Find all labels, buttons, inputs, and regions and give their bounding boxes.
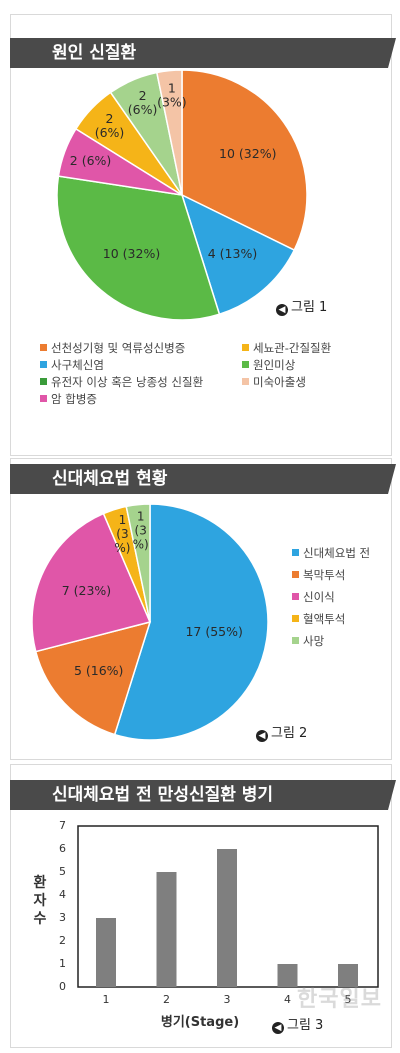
y-tick-label: 6 [59, 842, 66, 855]
chart1-slice-label-3: 2 (6%) [70, 153, 112, 168]
chart2-slice-label-0: 17 (55%) [185, 623, 242, 638]
legend-swatch [40, 378, 47, 385]
y-tick-label: 1 [59, 957, 66, 970]
chart1-slice-label-1: 4 (13%) [208, 245, 257, 260]
bar [217, 849, 237, 987]
bar [156, 872, 177, 987]
section-title-stage: 신대체요법 전 만성신질환 병기 [10, 780, 396, 810]
legend-item: 선천성기형 및 역류성신병증 [40, 341, 185, 355]
y-tick-label: 4 [59, 888, 66, 901]
chart1-slice-2 [56, 175, 221, 321]
chart2-slice-label-2: 7 (23%) [62, 582, 111, 597]
legend-swatch [242, 344, 249, 351]
arrow-left-icon: ◀ [272, 1022, 284, 1034]
x-tick-label: 5 [345, 993, 352, 1006]
chart2-slice-2 [31, 512, 152, 653]
legend-label: 암 합병증 [51, 392, 97, 406]
legend-label: 혈액투석 [303, 612, 346, 626]
chart1-slice-label-6: 1 (3%) [157, 80, 187, 109]
chart1-slice-label-0: 10 (32%) [219, 146, 276, 161]
chart1-slice-0 [181, 70, 308, 252]
bar-chart-stage: 0 1 2 3 4 5 6 7 1 2 3 4 5 환 자 수병기(Stage) [34, 819, 379, 1030]
legend-swatch [242, 378, 249, 385]
x-tick-label: 3 [224, 993, 231, 1006]
section-title-cause: 원인 신질환 [10, 38, 396, 68]
y-tick-label: 2 [59, 934, 66, 947]
pie-chart-cause: 10 (32%)4 (13%)10 (32%)2 (6%)2 (6%)2 (6%)1… [56, 70, 308, 321]
legend-swatch [40, 344, 47, 351]
legend-label: 선천성기형 및 역류성신병증 [51, 341, 186, 355]
y-tick-label: 0 [59, 980, 66, 993]
y-tick-label: 3 [59, 911, 66, 924]
legend-item: 사구체신염 [40, 358, 104, 372]
legend-swatch [292, 615, 299, 622]
legend-item: 혈액투석 [292, 612, 345, 626]
legend-label: 유전자 이상 혹은 낭종성 신질환 [51, 375, 204, 389]
legend-label: 신이식 [303, 590, 335, 604]
legend-swatch [40, 395, 47, 402]
legend-item: 원인미상 [242, 358, 295, 372]
arrow-left-icon: ◀ [276, 304, 288, 316]
legend-label: 세뇨관-간질질환 [253, 341, 332, 355]
legend-label: 원인미상 [253, 358, 296, 372]
legend-swatch [242, 361, 249, 368]
bar [96, 918, 116, 987]
figure-label-2: ◀ 그림 2 [256, 722, 307, 742]
y-tick-label: 7 [59, 819, 66, 832]
x-tick-label: 4 [284, 993, 291, 1006]
section-title-status: 신대체요법 현황 [10, 464, 396, 494]
bar [277, 964, 298, 987]
legend-swatch [292, 571, 299, 578]
chart2-slice-0 [113, 503, 269, 741]
figure-label-3: ◀ 그림 3 [272, 1014, 323, 1034]
watermark-logo: 한국일보 [297, 987, 382, 1012]
chart2-slice-1 [34, 620, 152, 736]
legend-swatch [292, 637, 299, 644]
legend-label: 신대체요법 전 [303, 546, 371, 560]
chart2-slice-label-1: 5 (16%) [74, 662, 123, 677]
legend-item: 신대체요법 전 [292, 546, 370, 560]
legend-label: 미숙아출생 [253, 375, 306, 389]
panel-stage [10, 764, 392, 1048]
legend-item: 복막투석 [292, 568, 345, 582]
chart1-slice-6 [155, 70, 183, 196]
figure-label-1: ◀ 그림 1 [276, 296, 327, 316]
legend-swatch [292, 593, 299, 600]
figure-label-1-text: 그림 1 [291, 300, 328, 315]
legend-label: 사망 [303, 634, 325, 648]
legend-item: 미숙아출생 [242, 375, 306, 389]
legend-item: 사망 [292, 634, 324, 648]
legend-swatch [40, 361, 47, 368]
legend-item: 암 합병증 [40, 392, 97, 406]
chart1-slice-label-2: 10 (32%) [103, 245, 160, 260]
bar [338, 964, 358, 987]
legend-label: 사구체신염 [51, 358, 104, 372]
figure-label-2-text: 그림 2 [271, 726, 308, 741]
legend-item: 세뇨관-간질질환 [242, 341, 331, 355]
chart1-slice-label-5: 2 (6%) [128, 88, 158, 117]
chart2-slice-4 [125, 503, 151, 623]
x-tick-label: 2 [163, 993, 170, 1006]
x-axis-label: 병기(Stage) [161, 1014, 239, 1030]
chart2-slice-label-3: 1 (3%) [114, 513, 130, 555]
legend-item: 신이식 [292, 590, 335, 604]
y-tick-label: 5 [59, 865, 66, 878]
chart1-slice-label-4: 2 (6%) [95, 111, 125, 140]
chart1-slice-1 [180, 193, 296, 316]
legend-label: 복막투석 [303, 568, 346, 582]
legend-swatch [292, 549, 299, 556]
legend-item: 유전자 이상 혹은 낭종성 신질환 [40, 375, 203, 389]
figure-label-3-text: 그림 3 [287, 1018, 324, 1033]
arrow-left-icon: ◀ [256, 730, 268, 742]
x-tick-label: 1 [103, 993, 110, 1006]
chart2-slice-label-4: 1 (3%) [133, 509, 149, 551]
pie-chart-status: 17 (55%) 5 (16%) 7 (23%) 1 (3 %)1 (3%) [31, 503, 269, 741]
